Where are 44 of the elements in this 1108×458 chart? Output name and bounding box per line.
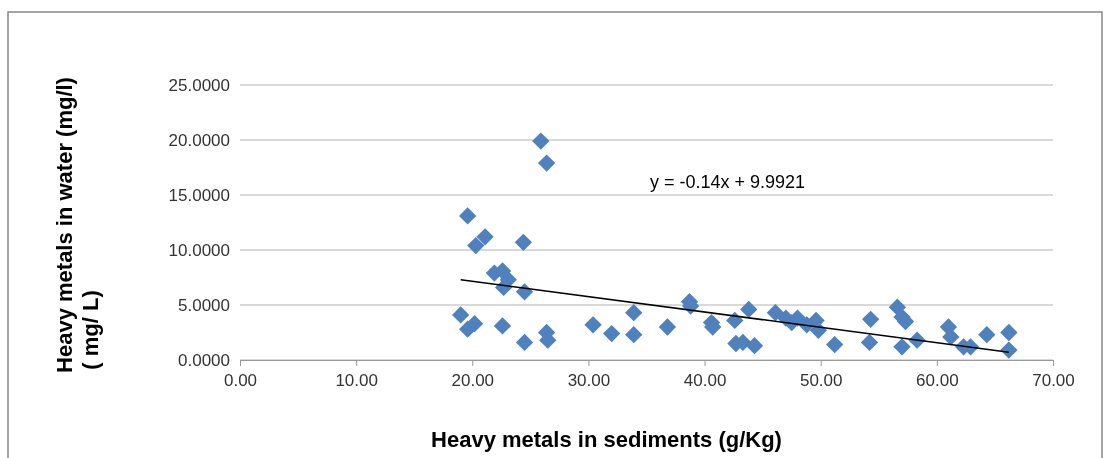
y-axis-title: Heavy metals in water (mg/l) ( mg/ L) [52,77,103,373]
point [740,300,758,319]
point [658,318,677,336]
point [452,306,470,324]
x-tick-label: 70.00 [1032,371,1075,391]
x-tick-label: 40.00 [683,371,727,391]
x-tick-label: 0.00 [223,371,258,391]
y-tick-label: 25.0000 [168,75,230,95]
point [893,338,911,356]
x-tick-label: 30.00 [567,371,611,391]
point [862,310,880,328]
point [888,298,907,316]
point [860,333,879,352]
point [467,236,485,255]
y-tick-label: 0.0000 [178,350,230,370]
point [625,304,643,322]
point [458,207,477,225]
point [1000,323,1018,342]
point [625,326,643,344]
point [766,304,785,322]
point [978,326,996,344]
point [532,132,550,150]
point [825,335,844,354]
point [584,316,602,334]
point [537,154,556,172]
x-tick-label: 10.00 [335,371,378,391]
x-tick-label: 20.00 [451,371,495,391]
point [476,228,494,246]
y-tick-label: 5.0000 [178,295,230,315]
x-tick-label: 60.00 [916,371,959,391]
point [514,233,533,251]
annotation: y = -0.14x + 9.9921 [650,172,806,192]
y-tick-label: 20.0000 [168,130,230,150]
y-tick-label: 10.0000 [168,240,230,260]
point [493,317,512,335]
x-tick-label: 50.00 [799,371,843,391]
point [745,337,764,355]
x-axis-title: Heavy metals in sediments (g/Kg) [431,427,782,452]
y-tick-label: 15.0000 [168,185,230,205]
point [726,311,744,330]
point [603,324,621,343]
point [942,328,960,346]
point [515,283,534,301]
point [515,333,534,352]
